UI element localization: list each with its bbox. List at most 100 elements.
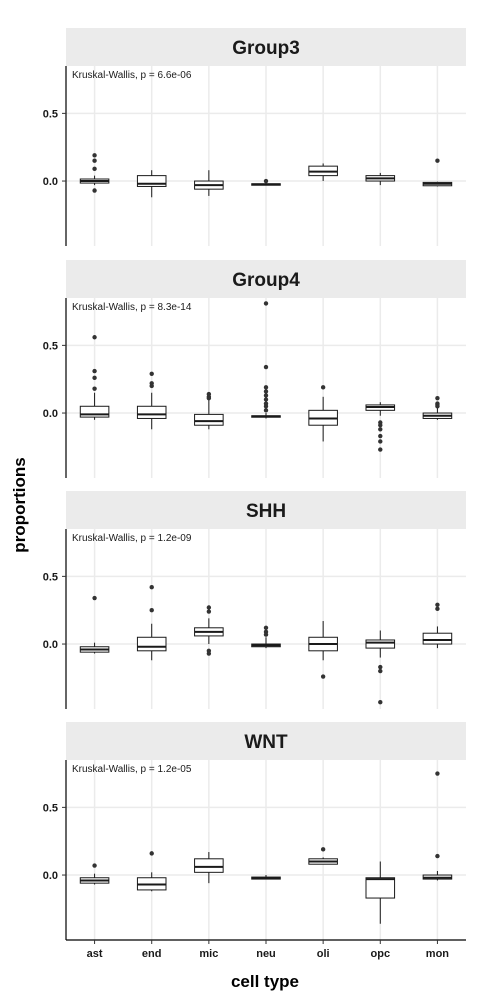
- box-ast: [79, 335, 110, 420]
- outlier-point: [435, 602, 440, 607]
- box-opc: [365, 861, 396, 924]
- box-ast: [79, 863, 110, 885]
- kruskal-wallis-annotation: Kruskal-Wallis, p = 8.3e-14: [72, 302, 192, 313]
- box-mic: [194, 852, 224, 884]
- outlier-point: [320, 847, 326, 852]
- box-opc: [365, 172, 396, 186]
- iqr-box: [79, 405, 110, 418]
- box-end: [136, 851, 167, 892]
- box-mic: [194, 605, 224, 656]
- outlier-point: [263, 625, 269, 630]
- box-oli: [308, 621, 338, 679]
- outlier-point: [92, 153, 97, 158]
- outlier-point: [206, 605, 212, 610]
- outlier-point: [263, 393, 269, 398]
- outlier-point: [378, 700, 383, 705]
- x-tick-label-opc: opc: [371, 948, 391, 960]
- iqr-box: [136, 636, 167, 652]
- box-ast: [79, 153, 110, 193]
- box-neu: [251, 301, 281, 419]
- box-mon: [422, 602, 453, 649]
- box-end: [136, 584, 167, 661]
- outlier-point: [263, 385, 269, 390]
- outlier-point: [435, 395, 440, 401]
- facet-strip-label: WNT: [244, 732, 288, 753]
- iqr-box: [194, 858, 224, 873]
- outlier-point: [149, 608, 154, 613]
- outlier-point: [263, 301, 269, 306]
- outlier-point: [378, 427, 383, 432]
- box-ast: [79, 595, 110, 654]
- outlier-point: [92, 863, 97, 868]
- outlier-point: [92, 595, 97, 601]
- iqr-box: [365, 639, 396, 649]
- outlier-point: [206, 395, 212, 401]
- box-neu: [251, 178, 281, 186]
- outlier-point: [263, 632, 269, 637]
- outlier-point: [320, 674, 326, 679]
- outlier-point: [378, 423, 383, 428]
- x-tick-label-end: end: [142, 948, 162, 960]
- box-mon: [422, 158, 453, 187]
- box-mon: [422, 771, 453, 881]
- facet-strip-label: SHH: [246, 501, 286, 522]
- x-tick-label-mon: mon: [426, 948, 450, 960]
- box-opc: [365, 402, 396, 452]
- x-tick-label-oli: oli: [317, 948, 330, 960]
- outlier-point: [92, 375, 97, 381]
- y-tick-label: 0.5: [43, 802, 58, 814]
- iqr-box: [136, 175, 167, 187]
- outlier-point: [263, 364, 269, 370]
- box-oli: [308, 847, 338, 865]
- outlier-point: [378, 439, 383, 444]
- kruskal-wallis-annotation: Kruskal-Wallis, p = 1.2e-09: [72, 533, 192, 544]
- y-axis-title: proportions: [10, 457, 29, 552]
- x-axis-title: cell type: [231, 972, 299, 991]
- facet-panel-group3: Group3 0.0 0.5 Kruskal-Wallis, p = 6.6e-06: [43, 28, 466, 246]
- x-tick-label-ast: ast: [87, 948, 103, 960]
- iqr-box: [365, 877, 396, 899]
- x-axis: ast end mic neu oli opc mon: [66, 939, 466, 960]
- outlier-point: [378, 433, 383, 439]
- facet-panel-wnt: WNT 0.0 0.5 Kruskal-Wallis, p = 1.2e-05: [43, 722, 466, 940]
- outlier-point: [263, 397, 269, 402]
- box-end: [136, 170, 167, 198]
- box-oli: [308, 163, 338, 182]
- outlier-point: [378, 447, 383, 452]
- outlier-point: [378, 668, 383, 674]
- outlier-point: [92, 158, 97, 163]
- outlier-point: [92, 188, 97, 193]
- iqr-box: [422, 632, 453, 645]
- box-oli: [308, 385, 338, 442]
- outlier-point: [378, 664, 383, 670]
- outlier-point: [435, 606, 440, 612]
- facet-strip: [66, 491, 466, 529]
- outlier-point: [92, 166, 97, 172]
- y-tick-label: 0.5: [43, 571, 58, 583]
- kruskal-wallis-annotation: Kruskal-Wallis, p = 1.2e-05: [72, 764, 192, 775]
- x-tick-label-mic: mic: [199, 948, 218, 960]
- outlier-point: [206, 651, 212, 656]
- facet-panel-shh: SHH 0.0 0.5 Kruskal-Wallis, p = 1.2e-09: [43, 491, 466, 709]
- outlier-point: [92, 386, 97, 391]
- outlier-point: [320, 385, 326, 390]
- outlier-point: [92, 335, 97, 340]
- outlier-point: [435, 853, 440, 859]
- y-tick-label: 0.0: [43, 639, 58, 651]
- x-tick-label-neu: neu: [256, 948, 276, 960]
- iqr-box: [136, 405, 167, 419]
- facet-strip: [66, 722, 466, 760]
- box-mic: [194, 170, 224, 196]
- y-tick-label: 0.5: [43, 108, 58, 120]
- outlier-point: [263, 408, 269, 413]
- outlier-point: [149, 371, 154, 376]
- outlier-point: [92, 368, 97, 374]
- facet-strip: [66, 28, 466, 66]
- facet-strip: [66, 260, 466, 298]
- iqr-box: [194, 413, 224, 426]
- kruskal-wallis-annotation: Kruskal-Wallis, p = 6.6e-06: [72, 70, 192, 81]
- y-tick-label: 0.0: [43, 408, 58, 420]
- facet-panel-group4: Group4 0.0 0.5 Kruskal-Wallis, p = 8.3e-14: [43, 260, 466, 478]
